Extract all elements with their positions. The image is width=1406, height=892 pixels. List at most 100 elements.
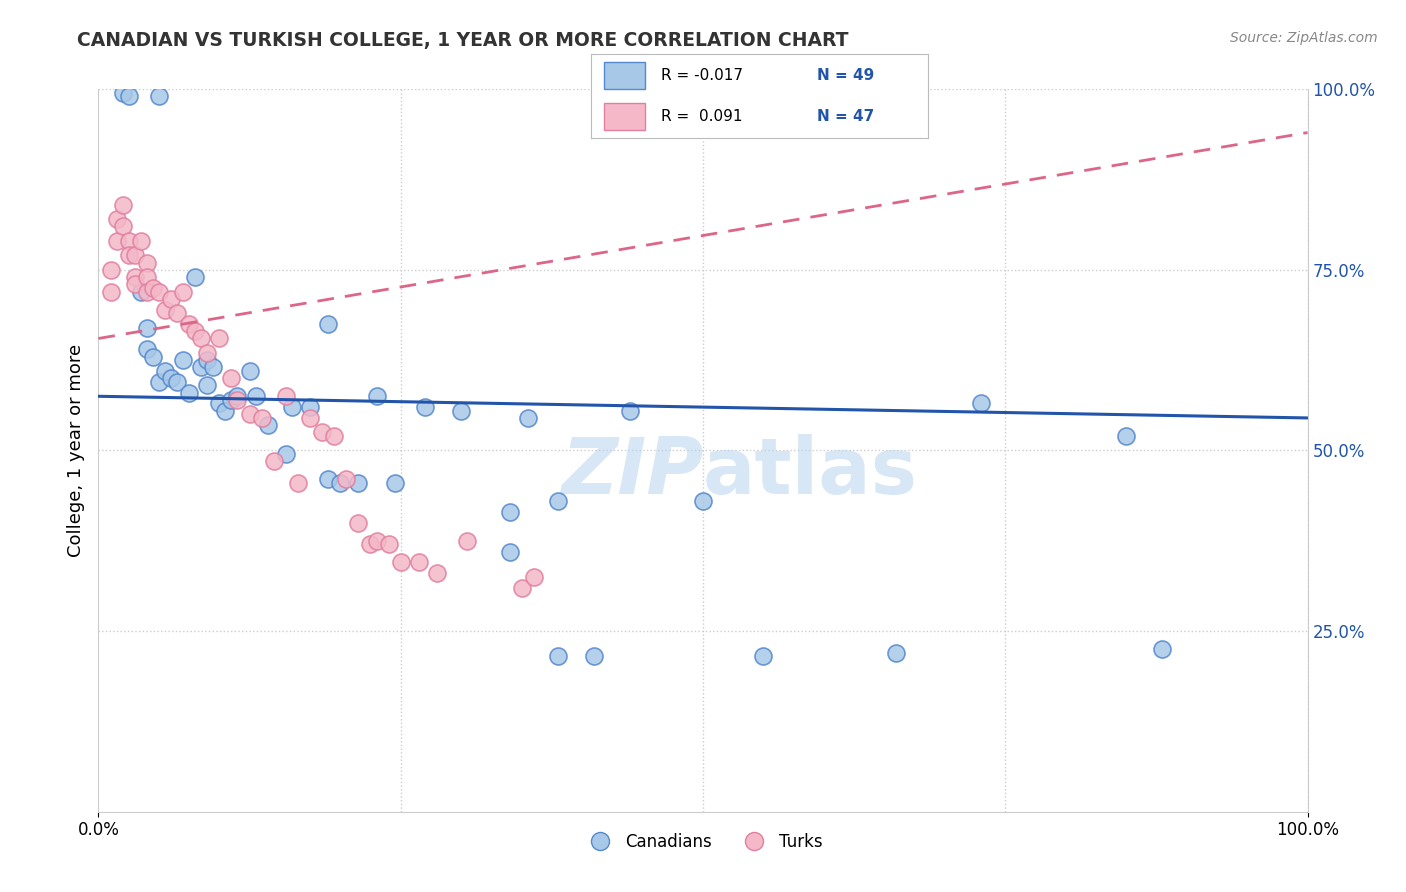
Point xyxy=(153,364,176,378)
Point xyxy=(274,447,297,461)
Point xyxy=(329,475,352,490)
Point xyxy=(100,262,122,277)
Point xyxy=(413,400,436,414)
Point xyxy=(184,324,207,338)
Point xyxy=(226,389,249,403)
Point xyxy=(172,353,194,368)
Point xyxy=(148,285,170,299)
Point xyxy=(195,346,218,360)
Point xyxy=(281,400,304,414)
Point xyxy=(347,516,370,530)
Point xyxy=(100,285,122,299)
Text: R =  0.091: R = 0.091 xyxy=(661,109,742,124)
Point xyxy=(111,198,134,212)
FancyBboxPatch shape xyxy=(605,103,644,130)
Point xyxy=(510,581,533,595)
Point xyxy=(142,350,165,364)
Point xyxy=(752,649,775,664)
Point xyxy=(166,375,188,389)
Point xyxy=(450,403,472,417)
Point xyxy=(184,270,207,285)
Point xyxy=(263,454,285,468)
Point xyxy=(142,281,165,295)
Point xyxy=(118,89,141,103)
Text: ZIP: ZIP xyxy=(561,434,703,510)
Point xyxy=(547,649,569,664)
Point xyxy=(135,285,157,299)
Y-axis label: College, 1 year or more: College, 1 year or more xyxy=(66,344,84,557)
Point xyxy=(299,400,322,414)
Point xyxy=(118,248,141,262)
Point xyxy=(239,407,262,421)
Point xyxy=(316,317,339,331)
Point xyxy=(245,389,267,403)
Point xyxy=(166,306,188,320)
Point xyxy=(692,494,714,508)
Point xyxy=(287,475,309,490)
Legend: Canadians, Turks: Canadians, Turks xyxy=(576,826,830,857)
Point xyxy=(384,475,406,490)
Point xyxy=(135,270,157,285)
Point xyxy=(202,360,225,375)
Point xyxy=(498,505,520,519)
Point xyxy=(226,392,249,407)
Point xyxy=(523,570,546,584)
Point xyxy=(105,212,128,227)
Point xyxy=(135,343,157,357)
Point xyxy=(208,331,231,345)
Point xyxy=(214,403,236,417)
Point xyxy=(366,389,388,403)
Text: Source: ZipAtlas.com: Source: ZipAtlas.com xyxy=(1230,31,1378,45)
Point xyxy=(250,411,273,425)
Point xyxy=(124,248,146,262)
Point xyxy=(516,411,538,425)
Point xyxy=(153,302,176,317)
FancyBboxPatch shape xyxy=(605,62,644,89)
Point xyxy=(118,234,141,248)
Point xyxy=(135,320,157,334)
Point xyxy=(547,494,569,508)
Point xyxy=(179,317,201,331)
Point xyxy=(274,389,297,403)
Point xyxy=(970,396,993,410)
Point xyxy=(190,331,212,345)
Text: R = -0.017: R = -0.017 xyxy=(661,68,744,83)
Point xyxy=(129,285,152,299)
Point xyxy=(389,556,412,570)
Point xyxy=(299,411,322,425)
Point xyxy=(1115,429,1137,443)
Point xyxy=(347,475,370,490)
Point xyxy=(208,396,231,410)
Point xyxy=(111,86,134,100)
Point xyxy=(366,533,388,548)
Point xyxy=(583,649,606,664)
Point xyxy=(160,292,183,306)
Text: N = 47: N = 47 xyxy=(817,109,875,124)
Text: atlas: atlas xyxy=(703,434,918,510)
Point xyxy=(456,533,478,548)
Point xyxy=(498,544,520,558)
Point xyxy=(323,429,346,443)
Point xyxy=(256,418,278,433)
Point xyxy=(195,378,218,392)
Point xyxy=(124,270,146,285)
Point xyxy=(160,371,183,385)
Point xyxy=(148,89,170,103)
Point xyxy=(179,385,201,400)
Point xyxy=(316,472,339,486)
Point xyxy=(1152,642,1174,657)
Point xyxy=(426,566,449,581)
Point xyxy=(886,646,908,660)
Point xyxy=(335,472,357,486)
Point xyxy=(221,371,243,385)
Point xyxy=(311,425,333,440)
Point xyxy=(619,403,641,417)
Point xyxy=(172,285,194,299)
Point xyxy=(190,360,212,375)
Text: CANADIAN VS TURKISH COLLEGE, 1 YEAR OR MORE CORRELATION CHART: CANADIAN VS TURKISH COLLEGE, 1 YEAR OR M… xyxy=(77,31,849,50)
Point xyxy=(124,277,146,292)
Point xyxy=(129,234,152,248)
Point xyxy=(195,353,218,368)
Point xyxy=(377,537,399,551)
Point xyxy=(148,375,170,389)
